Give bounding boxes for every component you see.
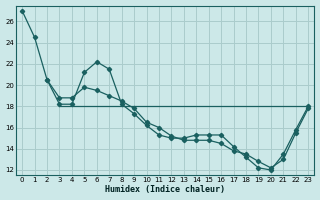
X-axis label: Humidex (Indice chaleur): Humidex (Indice chaleur) xyxy=(105,185,225,194)
